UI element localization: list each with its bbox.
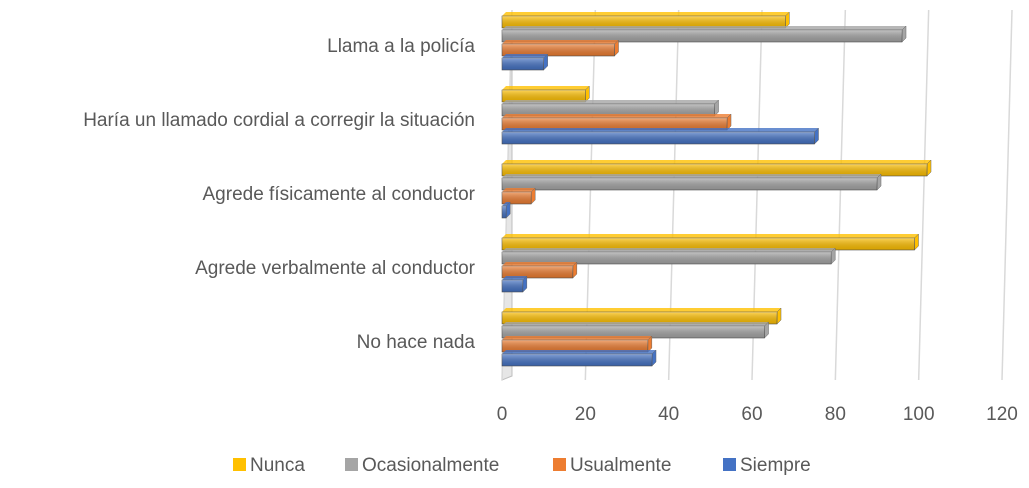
x-tick-label: 100 (903, 404, 935, 425)
bar-face (502, 12, 790, 16)
legend-swatch (233, 458, 246, 471)
bar-face (502, 354, 652, 366)
x-tick-label: 60 (741, 404, 762, 425)
bar-face (502, 114, 731, 118)
bar (501, 233, 919, 251)
bar-face (502, 266, 573, 278)
legend-swatch (723, 458, 736, 471)
bar-face (502, 26, 906, 30)
bar-face (502, 192, 532, 204)
bar (501, 321, 769, 339)
bar-face (502, 160, 931, 164)
bar-face (502, 280, 523, 292)
legend-label: Siempre (740, 455, 811, 476)
bar-face (502, 202, 511, 206)
bar-face (502, 40, 619, 44)
bar-face (502, 128, 819, 132)
bar (501, 25, 907, 43)
bar-face (502, 44, 615, 56)
bar-face (502, 100, 719, 104)
bar-face (502, 118, 727, 130)
bar-face (502, 262, 577, 266)
y-tick-label: Llama a la policía (327, 36, 475, 57)
bar-face (502, 336, 652, 340)
bar-face (502, 132, 815, 144)
bar-face (502, 276, 527, 280)
bar-face (502, 248, 836, 252)
legend-label: Ocasionalmente (362, 455, 499, 476)
bar-face (502, 188, 536, 192)
bar-face (502, 350, 656, 354)
bar (501, 247, 836, 265)
x-tick-label: 120 (986, 404, 1018, 425)
legend-swatch (553, 458, 566, 471)
bar-face (502, 308, 781, 312)
bar (501, 201, 511, 219)
grid-line (1001, 9, 1013, 381)
bar-face (502, 104, 715, 116)
bar-face (502, 90, 586, 102)
bar-face (502, 206, 507, 218)
bar-face (502, 164, 927, 176)
bar (501, 127, 819, 145)
bar-face (502, 252, 832, 264)
x-tick-label: 80 (825, 404, 846, 425)
bar (501, 159, 932, 177)
bar-face (502, 326, 765, 338)
grid-line (834, 9, 847, 381)
x-tick-label: 40 (658, 404, 679, 425)
bar-face (502, 54, 548, 58)
bar (501, 99, 719, 117)
bar-face (502, 58, 544, 70)
bar (501, 261, 578, 279)
y-tick-label: Agrede físicamente al conductor (203, 184, 476, 205)
bar-face (502, 16, 786, 28)
bar (501, 53, 548, 71)
bar (501, 275, 528, 293)
bar (501, 85, 590, 103)
bar (501, 11, 790, 29)
bar (501, 39, 619, 57)
bar (501, 113, 732, 131)
bar (501, 187, 536, 205)
bar (501, 307, 782, 325)
bar-face (502, 178, 877, 190)
bar (501, 173, 882, 191)
bar-face (502, 234, 919, 238)
bar-face (502, 30, 902, 42)
bar-face (502, 174, 881, 178)
bar-face (502, 238, 915, 250)
bar-face (502, 86, 590, 90)
legend-label: Usualmente (570, 455, 671, 476)
x-tick-label: 20 (575, 404, 596, 425)
grid-line (917, 9, 930, 381)
bar-face (502, 340, 648, 352)
bar (501, 335, 653, 353)
bar (501, 349, 657, 367)
y-tick-label: Agrede verbalmente al conductor (195, 258, 476, 279)
y-tick-label: Haría un llamado cordial a corregir la s… (83, 110, 475, 131)
y-tick-label: No hace nada (357, 332, 476, 353)
x-tick-label: 0 (497, 404, 508, 425)
legend-swatch (345, 458, 358, 471)
bar-face (502, 322, 769, 326)
bar-face (502, 312, 777, 324)
legend-label: Nunca (250, 455, 305, 476)
